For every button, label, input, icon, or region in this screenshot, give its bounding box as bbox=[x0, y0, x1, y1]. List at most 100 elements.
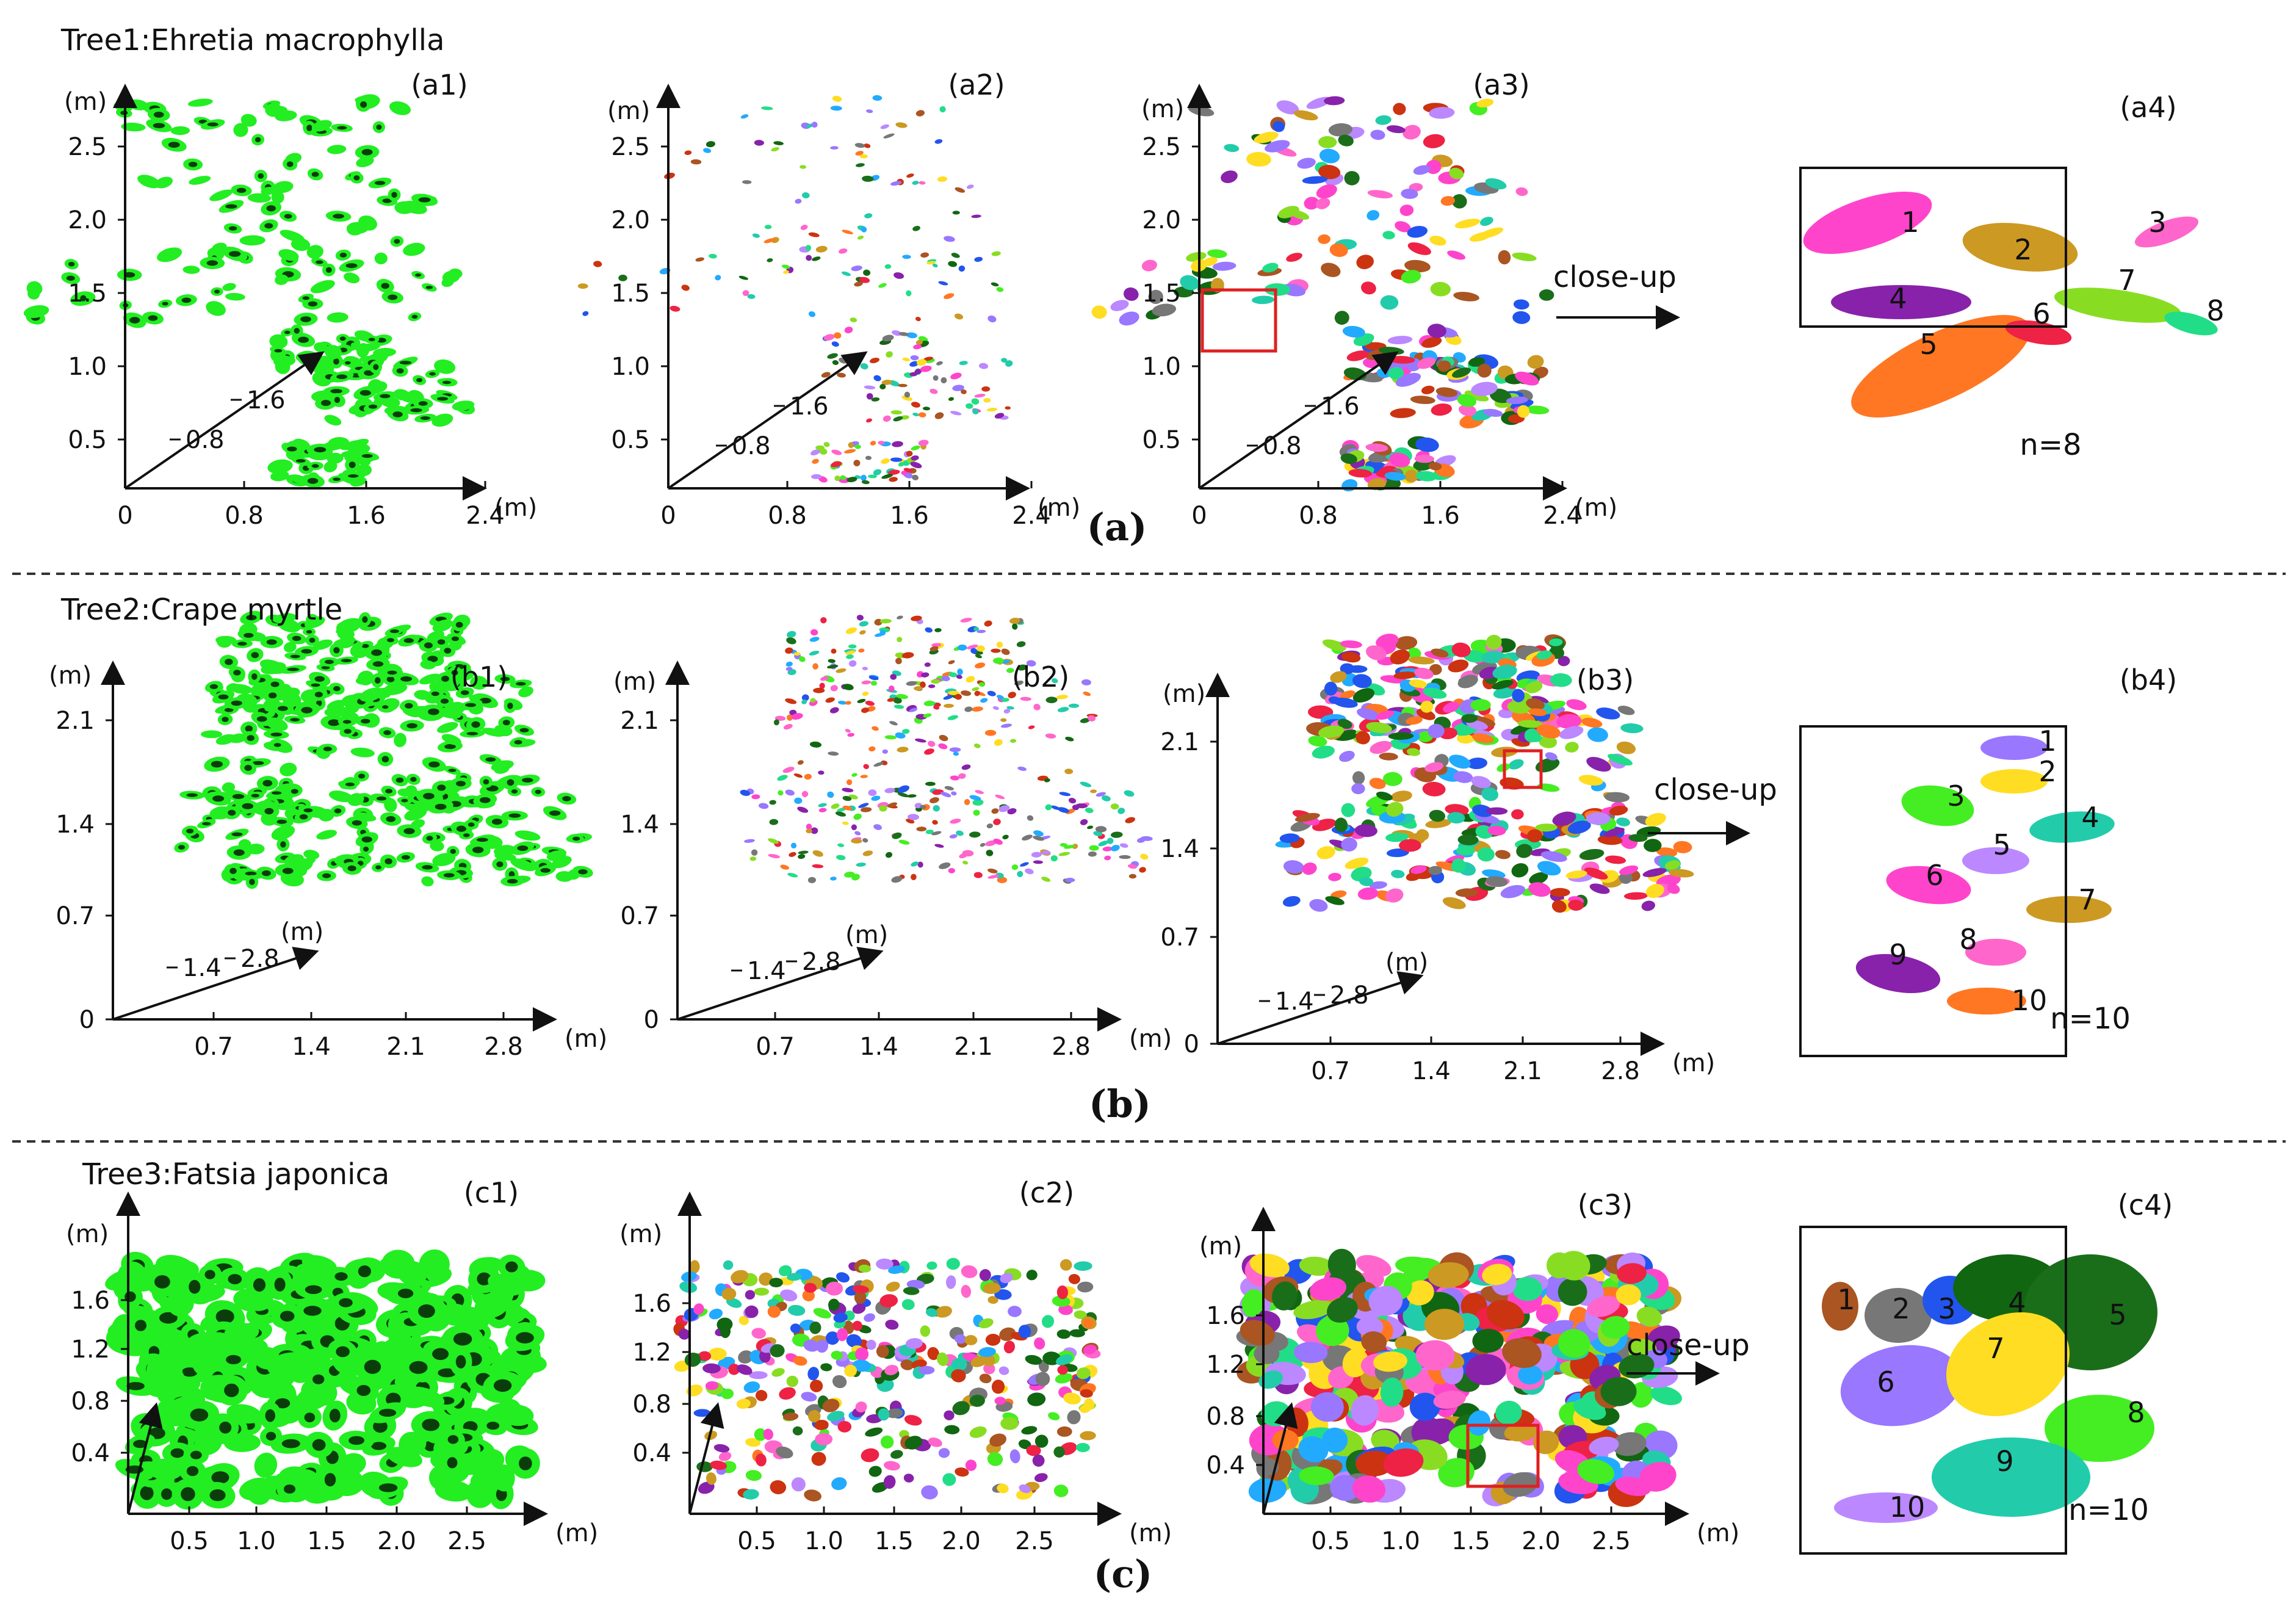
leaf-point bbox=[1339, 690, 1356, 700]
leaf-point bbox=[347, 443, 370, 454]
leaf-point bbox=[944, 236, 955, 242]
leaf-point bbox=[1536, 1304, 1559, 1325]
leaf-point bbox=[752, 233, 760, 238]
y-tick-label: 2.1 bbox=[56, 707, 95, 735]
leaf-point bbox=[895, 657, 902, 665]
leaf-core bbox=[339, 252, 347, 258]
leaf-point bbox=[1342, 325, 1365, 338]
leaf-point bbox=[1018, 1439, 1031, 1450]
leaf-point bbox=[788, 1304, 806, 1316]
leaf-core bbox=[247, 735, 255, 741]
leaf-point bbox=[863, 269, 871, 276]
leaf-point bbox=[871, 397, 880, 402]
leaf-point bbox=[1033, 860, 1043, 864]
leaf-point bbox=[706, 1472, 717, 1485]
leaf-point bbox=[1492, 679, 1514, 690]
leaf-point bbox=[831, 648, 837, 654]
leaf-point bbox=[1403, 125, 1421, 140]
depth-axis bbox=[1198, 351, 1399, 490]
leaf-point bbox=[820, 1363, 832, 1372]
leaf-point bbox=[518, 686, 533, 698]
leaf-core bbox=[287, 446, 297, 452]
leaf-core bbox=[251, 673, 258, 680]
leaf-core bbox=[265, 1409, 275, 1422]
leaf-point bbox=[897, 615, 903, 620]
x-tick-label: 2.0 bbox=[377, 1527, 416, 1555]
leaf-point bbox=[941, 675, 950, 682]
leaf-point bbox=[1330, 890, 1347, 899]
depth-tick-label: 0.8 bbox=[732, 432, 771, 460]
leaf-point bbox=[892, 832, 902, 839]
leaf-point bbox=[785, 661, 793, 667]
leaf-point bbox=[907, 794, 917, 798]
leaf-core bbox=[418, 197, 431, 203]
leaf-point bbox=[915, 339, 923, 345]
leaf-point bbox=[888, 1265, 905, 1274]
leaf-core bbox=[124, 272, 135, 278]
leaf-point bbox=[763, 1428, 774, 1441]
leaf-point bbox=[810, 827, 818, 834]
leaf-point bbox=[846, 654, 854, 659]
leaf-point bbox=[1617, 706, 1635, 715]
leaf-point bbox=[892, 330, 902, 336]
leaf-point bbox=[431, 413, 453, 427]
leaf-point bbox=[1034, 1434, 1049, 1448]
x-unit-label: (m) bbox=[1672, 1049, 1715, 1077]
leaf-point bbox=[881, 458, 890, 464]
leaf-point bbox=[798, 850, 809, 855]
close-up-panel-label: (a4) bbox=[2120, 91, 2176, 124]
y-tick-label: 0.8 bbox=[1206, 1403, 1245, 1431]
leaf-point bbox=[879, 618, 892, 624]
leaf-point bbox=[856, 615, 864, 621]
leaf-point bbox=[1278, 206, 1299, 219]
y-tick-label: 2.1 bbox=[620, 707, 659, 735]
leaf-point bbox=[958, 265, 966, 272]
leaf-point bbox=[822, 1398, 840, 1412]
leaf-point bbox=[844, 872, 855, 878]
panel-label: (c2) bbox=[1019, 1176, 1074, 1209]
leaf-point bbox=[1045, 804, 1052, 811]
leaf-core bbox=[345, 361, 351, 365]
leaf-point bbox=[403, 242, 425, 256]
leaf-point bbox=[1180, 275, 1200, 291]
leaf-point bbox=[1442, 897, 1466, 909]
leaf-point bbox=[1559, 726, 1584, 739]
leaf-point bbox=[695, 257, 704, 262]
leaf-point bbox=[789, 852, 796, 857]
leaf-core bbox=[281, 1439, 300, 1448]
leaf-point bbox=[895, 732, 906, 739]
leaf-core bbox=[170, 1448, 184, 1458]
leaf-point bbox=[225, 292, 245, 301]
leaf-point bbox=[1428, 866, 1442, 875]
leaf-point bbox=[1340, 663, 1355, 674]
panel-label: (b1) bbox=[450, 660, 508, 693]
leaf-point bbox=[996, 642, 1003, 648]
leaf-point bbox=[394, 732, 406, 748]
leaf-core bbox=[283, 1484, 296, 1494]
leaf-point bbox=[985, 1334, 1001, 1346]
leaf-point bbox=[743, 1489, 759, 1500]
leaf-core bbox=[245, 871, 257, 876]
leaf-point bbox=[1586, 812, 1611, 825]
leaf-point bbox=[956, 830, 964, 836]
leaf-point bbox=[980, 843, 986, 847]
leaf-point bbox=[1087, 825, 1094, 830]
leaf-core bbox=[437, 397, 449, 401]
section-label: (b) bbox=[1089, 1082, 1151, 1126]
leaf-core bbox=[270, 732, 283, 737]
leaf-point bbox=[306, 245, 323, 259]
leaf-point bbox=[1337, 718, 1352, 729]
leaf-core bbox=[249, 878, 255, 885]
leaf-point bbox=[858, 803, 869, 808]
closeup-leaf bbox=[1980, 736, 2048, 760]
leaf-point bbox=[1645, 812, 1666, 826]
leaf-core bbox=[333, 647, 340, 654]
leaf-point bbox=[809, 651, 820, 656]
leaf-point bbox=[1600, 1376, 1637, 1406]
leaf-point bbox=[1352, 771, 1365, 785]
leaf-point bbox=[1457, 394, 1477, 407]
leaf-point bbox=[856, 862, 866, 867]
x-tick-label: 0.8 bbox=[768, 502, 807, 530]
leaf-core bbox=[154, 1275, 170, 1289]
leaf-point bbox=[1513, 299, 1529, 310]
